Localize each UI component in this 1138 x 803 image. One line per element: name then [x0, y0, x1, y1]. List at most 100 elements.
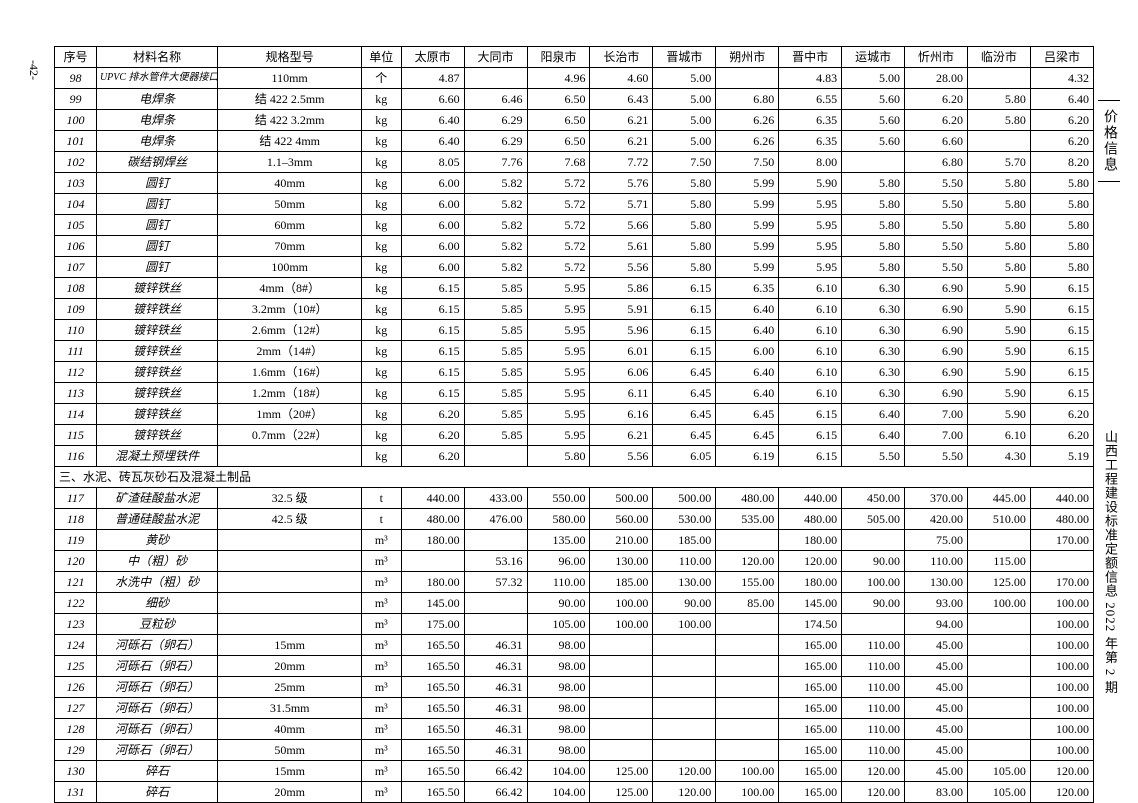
price-value: 100.00: [1030, 677, 1093, 698]
price-value: 100.00: [967, 593, 1030, 614]
price-value: 5.85: [464, 362, 527, 383]
spec-model: 20mm: [218, 656, 362, 677]
price-value: 6.16: [590, 404, 653, 425]
col-header: 长治市: [590, 47, 653, 68]
row-number: 99: [55, 89, 97, 110]
price-value: 93.00: [905, 593, 968, 614]
price-value: 5.95: [527, 299, 590, 320]
table-row: 118普通硅酸盐水泥42.5 级t480.00476.00580.00560.0…: [55, 509, 1094, 530]
material-name: 普通硅酸盐水泥: [96, 509, 217, 530]
price-value: 5.90: [967, 320, 1030, 341]
price-value: 6.10: [779, 278, 842, 299]
col-header: 规格型号: [218, 47, 362, 68]
price-value: 5.60: [842, 131, 905, 152]
unit: kg: [361, 236, 401, 257]
price-value: 5.80: [967, 110, 1030, 131]
price-value: 66.42: [464, 761, 527, 782]
price-value: 5.82: [464, 236, 527, 257]
price-value: 5.80: [967, 194, 1030, 215]
spec-model: 25mm: [218, 677, 362, 698]
price-value: 6.40: [716, 320, 779, 341]
price-value: [401, 551, 464, 572]
row-number: 126: [55, 677, 97, 698]
price-value: 96.00: [527, 551, 590, 572]
price-value: 125.00: [967, 572, 1030, 593]
col-header: 临汾市: [967, 47, 1030, 68]
price-value: 6.15: [1030, 320, 1093, 341]
unit: t: [361, 488, 401, 509]
price-value: 5.90: [967, 278, 1030, 299]
spec-model: 50mm: [218, 740, 362, 761]
price-value: 6.20: [1030, 131, 1093, 152]
row-number: 105: [55, 215, 97, 236]
table-row: 104圆钉50mmkg6.005.825.725.715.805.995.955…: [55, 194, 1094, 215]
price-value: 6.90: [905, 278, 968, 299]
price-value: 110.00: [842, 698, 905, 719]
price-value: 5.50: [905, 215, 968, 236]
price-value: [464, 446, 527, 467]
table-body: 98UPVC 排水管件大便器接口110mm个4.874.964.605.004.…: [55, 68, 1094, 803]
price-value: 5.95: [527, 404, 590, 425]
price-value: 6.80: [905, 152, 968, 173]
unit: kg: [361, 173, 401, 194]
price-value: 560.00: [590, 509, 653, 530]
unit: m³: [361, 656, 401, 677]
price-value: 7.00: [905, 425, 968, 446]
table-row: 107圆钉100mmkg6.005.825.725.565.805.995.95…: [55, 257, 1094, 278]
price-value: 6.10: [779, 362, 842, 383]
price-value: 7.76: [464, 152, 527, 173]
price-value: 6.15: [653, 341, 716, 362]
price-value: 5.90: [779, 173, 842, 194]
price-value: 165.00: [779, 719, 842, 740]
price-value: 6.19: [716, 446, 779, 467]
price-value: 5.95: [527, 278, 590, 299]
price-value: 6.20: [905, 110, 968, 131]
price-value: 6.15: [779, 425, 842, 446]
price-value: 135.00: [527, 530, 590, 551]
spec-model: 结 422 3.2mm: [218, 110, 362, 131]
material-name: 细砂: [96, 593, 217, 614]
price-value: [967, 677, 1030, 698]
price-value: 120.00: [842, 782, 905, 803]
price-value: 6.30: [842, 383, 905, 404]
material-name: 电焊条: [96, 110, 217, 131]
price-value: 4.96: [527, 68, 590, 89]
price-value: 5.80: [842, 215, 905, 236]
material-name: 中（粗）砂: [96, 551, 217, 572]
price-value: 125.00: [590, 761, 653, 782]
price-value: [590, 719, 653, 740]
price-value: 46.31: [464, 719, 527, 740]
price-value: 5.99: [716, 236, 779, 257]
price-value: [842, 614, 905, 635]
price-value: 5.85: [464, 299, 527, 320]
price-value: 433.00: [464, 488, 527, 509]
price-value: 6.15: [401, 341, 464, 362]
price-value: 6.10: [779, 341, 842, 362]
table-row: 110镀锌铁丝2.6mm（12#）kg6.155.855.955.966.156…: [55, 320, 1094, 341]
price-value: 5.85: [464, 425, 527, 446]
price-value: 46.31: [464, 698, 527, 719]
price-value: 5.70: [967, 152, 1030, 173]
row-number: 109: [55, 299, 97, 320]
material-name: 河砾石（卵石）: [96, 635, 217, 656]
table-row: 124河砾石（卵石）15mmm³165.5046.3198.00165.0011…: [55, 635, 1094, 656]
table-row: 112镀锌铁丝1.6mm（16#）kg6.155.855.956.066.456…: [55, 362, 1094, 383]
price-value: 120.00: [842, 761, 905, 782]
price-value: 165.50: [401, 698, 464, 719]
price-value: 90.00: [842, 551, 905, 572]
unit: m³: [361, 635, 401, 656]
price-value: 6.11: [590, 383, 653, 404]
price-value: 6.90: [905, 341, 968, 362]
price-value: 6.30: [842, 299, 905, 320]
price-value: 6.01: [590, 341, 653, 362]
price-value: 6.15: [401, 383, 464, 404]
col-header: 大同市: [464, 47, 527, 68]
price-value: 5.80: [653, 194, 716, 215]
price-value: 100.00: [1030, 740, 1093, 761]
price-value: 6.90: [905, 299, 968, 320]
price-value: 445.00: [967, 488, 1030, 509]
price-value: 5.86: [590, 278, 653, 299]
unit: kg: [361, 257, 401, 278]
spec-model: 4mm（8#）: [218, 278, 362, 299]
price-value: 450.00: [842, 488, 905, 509]
